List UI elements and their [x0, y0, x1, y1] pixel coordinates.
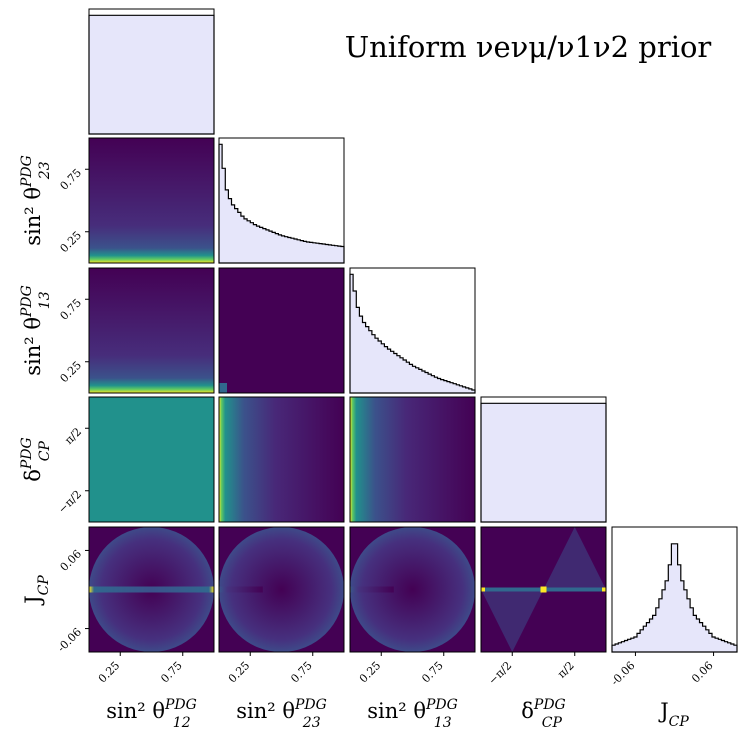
density-panel-dcp-vs-s13 — [349, 396, 476, 523]
density-panel-jcp-vs-s13 — [349, 526, 476, 653]
xaxis-label-dcp: δPDG CP — [521, 697, 565, 731]
ytick-label-s23-0: 0.25 — [58, 229, 85, 256]
xtick-label-s13-0: 0.25 — [357, 659, 384, 686]
histogram-jcp — [611, 526, 738, 653]
histogram-s23 — [218, 137, 345, 264]
xaxis-label-jcp: JCP — [658, 699, 689, 730]
ytick-label-jcp-0: -0.06 — [55, 625, 84, 654]
histogram-s12 — [88, 8, 215, 135]
density-panel-jcp-vs-s23 — [218, 526, 345, 653]
xtick-label-s23-1: 0.75 — [288, 659, 315, 686]
histogram-s13 — [349, 267, 476, 394]
ytick-label-s23-1: 0.75 — [58, 166, 85, 193]
ytick-label-dcp-1: π/2 — [62, 425, 84, 447]
yaxis-label-dcp: δPDG CP — [19, 437, 53, 481]
xaxis-label-s12: sin² θPDG 12 — [106, 697, 197, 731]
yaxis-label-s13: sin² θPDG 13 — [19, 285, 53, 376]
yaxis-label-jcp: JCP — [21, 575, 52, 606]
chart-title: Uniform νeνμ/ν1ν2 prior — [345, 30, 712, 64]
xtick-label-dcp-0: −π/2 — [486, 659, 514, 687]
ytick-label-jcp-1: 0.06 — [58, 547, 85, 574]
histogram-dcp — [480, 396, 607, 523]
xtick-label-s12-1: 0.75 — [158, 659, 185, 686]
ytick-label-s13-0: 0.25 — [58, 359, 85, 386]
xaxis-label-s13: sin² θPDG 13 — [367, 697, 458, 731]
density-panel-jcp-vs-s12 — [88, 526, 215, 653]
ytick-label-dcp-0: −π/2 — [56, 488, 84, 516]
density-panel-s13-vs-s12 — [88, 267, 215, 394]
xaxis-label-s23: sin² θPDG 23 — [236, 697, 327, 731]
xtick-label-dcp-1: π/2 — [555, 659, 577, 681]
density-panel-jcp-vs-dcp — [480, 526, 607, 653]
xtick-label-s13-1: 0.75 — [419, 659, 446, 686]
xtick-label-s23-0: 0.25 — [226, 659, 253, 686]
density-panel-s13-vs-s23 — [218, 267, 345, 394]
ytick-label-s13-1: 0.75 — [58, 296, 85, 323]
density-panel-s23-vs-s12 — [88, 137, 215, 264]
xtick-label-jcp-0: -0.06 — [608, 659, 637, 688]
xtick-label-jcp-1: 0.06 — [689, 659, 716, 686]
density-panel-dcp-vs-s12 — [88, 396, 215, 523]
density-panel-dcp-vs-s23 — [218, 396, 345, 523]
yaxis-label-s23: sin² θPDG 23 — [19, 155, 53, 246]
xtick-label-s12-0: 0.25 — [96, 659, 123, 686]
